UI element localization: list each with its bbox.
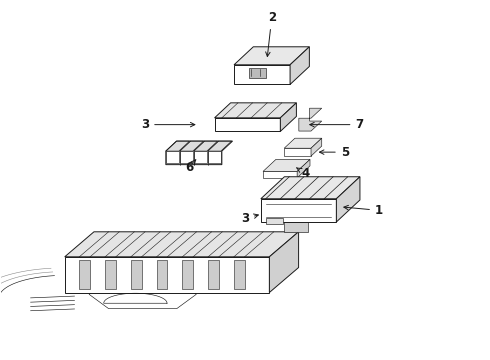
Polygon shape xyxy=(270,232,298,293)
Polygon shape xyxy=(234,65,290,85)
Polygon shape xyxy=(248,68,266,78)
Polygon shape xyxy=(234,47,309,65)
Text: 4: 4 xyxy=(296,167,310,180)
Text: 3: 3 xyxy=(241,212,258,225)
Polygon shape xyxy=(180,141,203,151)
Polygon shape xyxy=(208,151,221,163)
Polygon shape xyxy=(157,260,167,289)
Polygon shape xyxy=(261,177,360,199)
Polygon shape xyxy=(215,103,296,118)
Polygon shape xyxy=(290,47,309,85)
Polygon shape xyxy=(280,103,296,131)
Text: 7: 7 xyxy=(310,118,364,131)
Polygon shape xyxy=(261,199,336,222)
Polygon shape xyxy=(65,232,298,257)
Polygon shape xyxy=(299,108,322,131)
Polygon shape xyxy=(194,151,207,163)
Text: 2: 2 xyxy=(266,11,276,57)
Polygon shape xyxy=(89,280,196,309)
Polygon shape xyxy=(263,159,310,171)
Polygon shape xyxy=(234,260,245,289)
Polygon shape xyxy=(65,257,270,293)
Polygon shape xyxy=(166,151,179,163)
Text: 5: 5 xyxy=(319,146,349,159)
Polygon shape xyxy=(284,221,308,232)
Polygon shape xyxy=(215,118,280,131)
Polygon shape xyxy=(194,141,218,151)
Text: 6: 6 xyxy=(185,160,196,174)
Polygon shape xyxy=(105,260,116,289)
Polygon shape xyxy=(263,171,297,178)
Polygon shape xyxy=(336,177,360,222)
Polygon shape xyxy=(208,260,219,289)
Polygon shape xyxy=(182,260,193,289)
Polygon shape xyxy=(297,159,310,178)
Polygon shape xyxy=(284,148,311,156)
Polygon shape xyxy=(131,260,142,289)
Polygon shape xyxy=(284,138,322,148)
Polygon shape xyxy=(208,141,232,151)
Polygon shape xyxy=(180,151,193,163)
Polygon shape xyxy=(166,141,190,151)
Polygon shape xyxy=(79,260,90,289)
Text: 3: 3 xyxy=(141,118,195,131)
Polygon shape xyxy=(266,219,283,224)
Polygon shape xyxy=(311,138,322,156)
Text: 1: 1 xyxy=(344,204,383,217)
